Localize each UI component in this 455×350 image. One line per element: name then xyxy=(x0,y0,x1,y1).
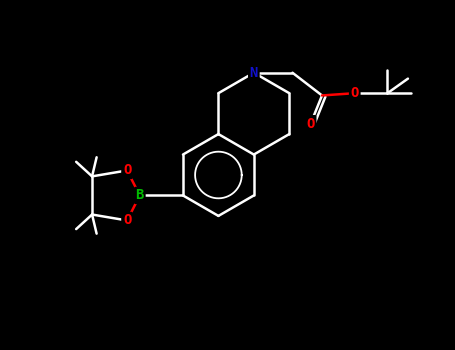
Text: N: N xyxy=(250,66,258,80)
Text: O: O xyxy=(307,117,315,131)
Text: B: B xyxy=(136,188,144,202)
Text: O: O xyxy=(123,214,131,228)
Text: O: O xyxy=(350,86,359,100)
Text: O: O xyxy=(123,163,131,177)
